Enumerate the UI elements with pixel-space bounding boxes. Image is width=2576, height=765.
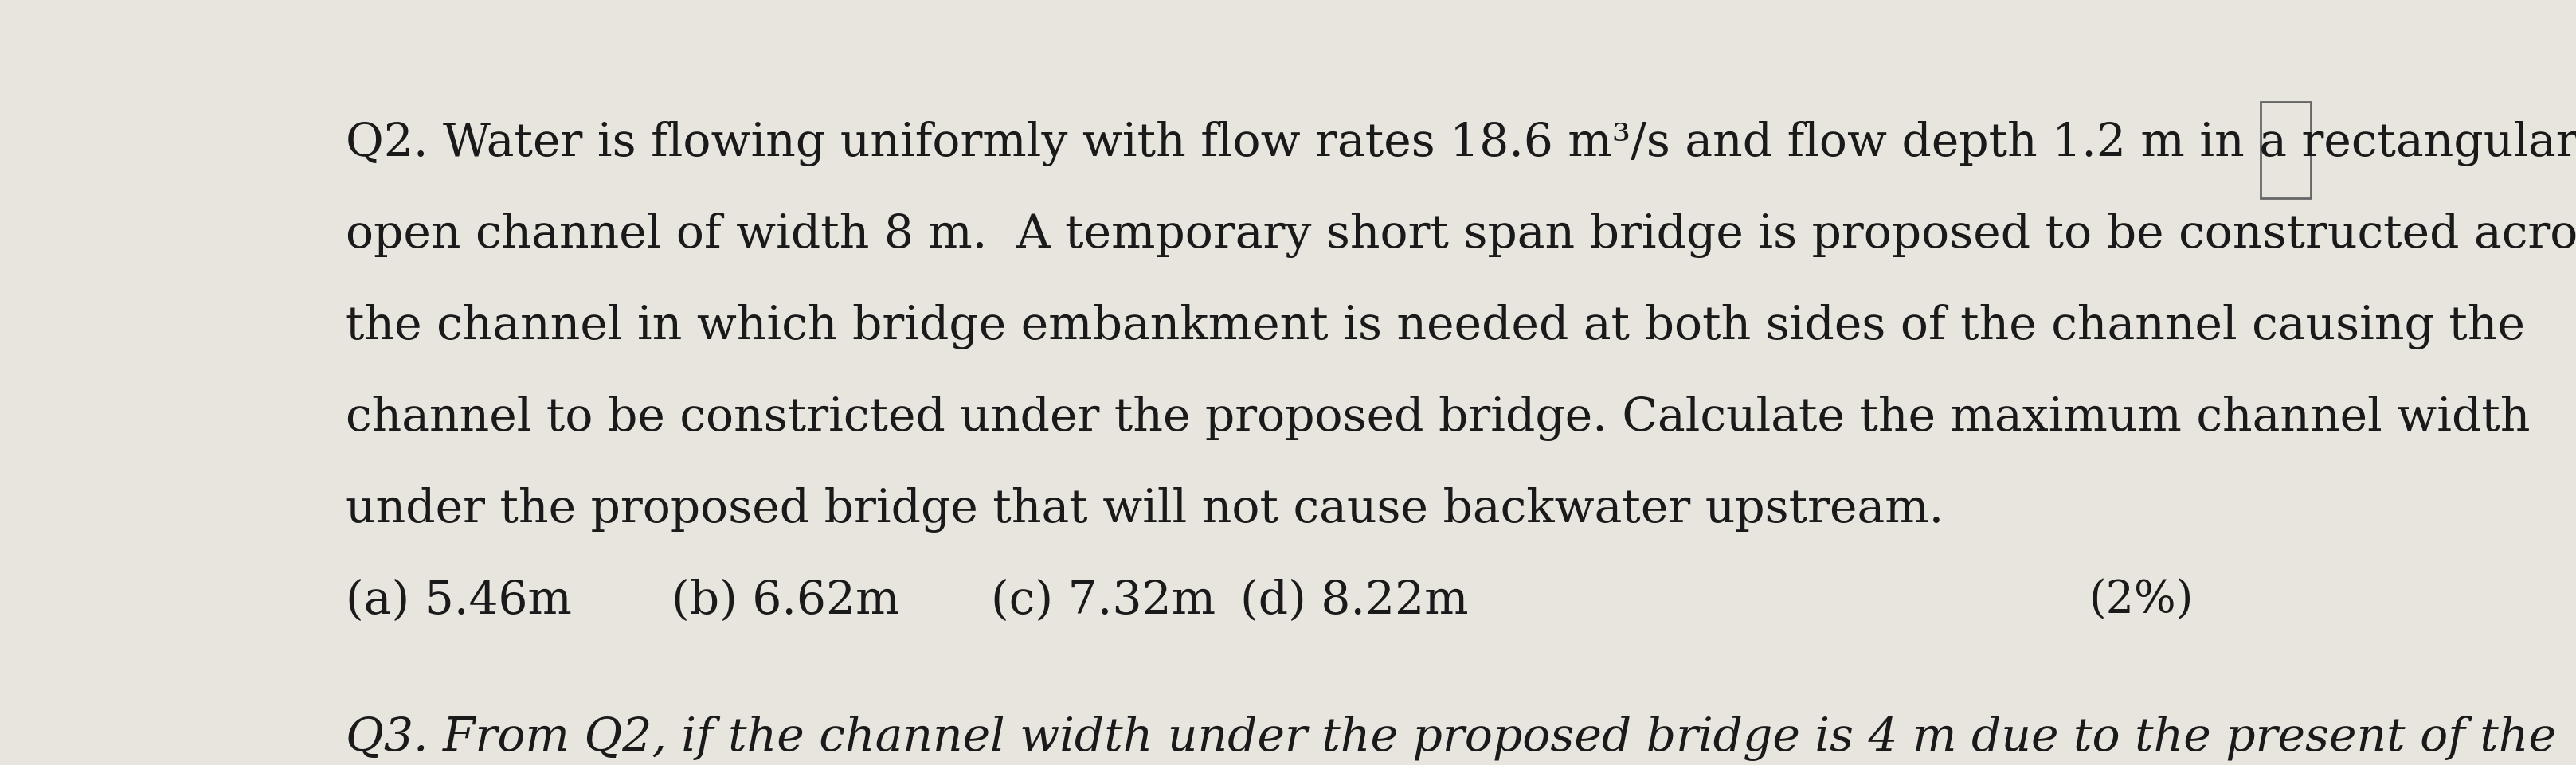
Text: (a) 5.46m: (a) 5.46m (345, 578, 572, 622)
Text: (d) 8.22m: (d) 8.22m (1242, 578, 1468, 622)
Text: the channel in which bridge embankment is needed at both sides of the channel ca: the channel in which bridge embankment i… (345, 304, 2524, 349)
Text: channel to be constricted under the proposed bridge. Calculate the maximum chann: channel to be constricted under the prop… (345, 396, 2530, 441)
Text: under the proposed bridge that will not cause backwater upstream.: under the proposed bridge that will not … (345, 487, 1945, 532)
Text: Q2. Water is flowing uniformly with flow rates 18.6 m³/s and flow depth 1.2 m in: Q2. Water is flowing uniformly with flow… (345, 122, 2576, 167)
Text: (c) 7.32m: (c) 7.32m (992, 578, 1216, 622)
Text: open channel of width 8 m.  A temporary short span bridge is proposed to be cons: open channel of width 8 m. A temporary s… (345, 213, 2576, 258)
FancyBboxPatch shape (2262, 103, 2311, 199)
Text: Q3. From Q2, if the channel width under the proposed bridge is 4 m due to the pr: Q3. From Q2, if the channel width under … (345, 715, 2555, 760)
Text: (b) 6.62m: (b) 6.62m (672, 578, 899, 622)
Text: (2%): (2%) (2089, 578, 2192, 621)
